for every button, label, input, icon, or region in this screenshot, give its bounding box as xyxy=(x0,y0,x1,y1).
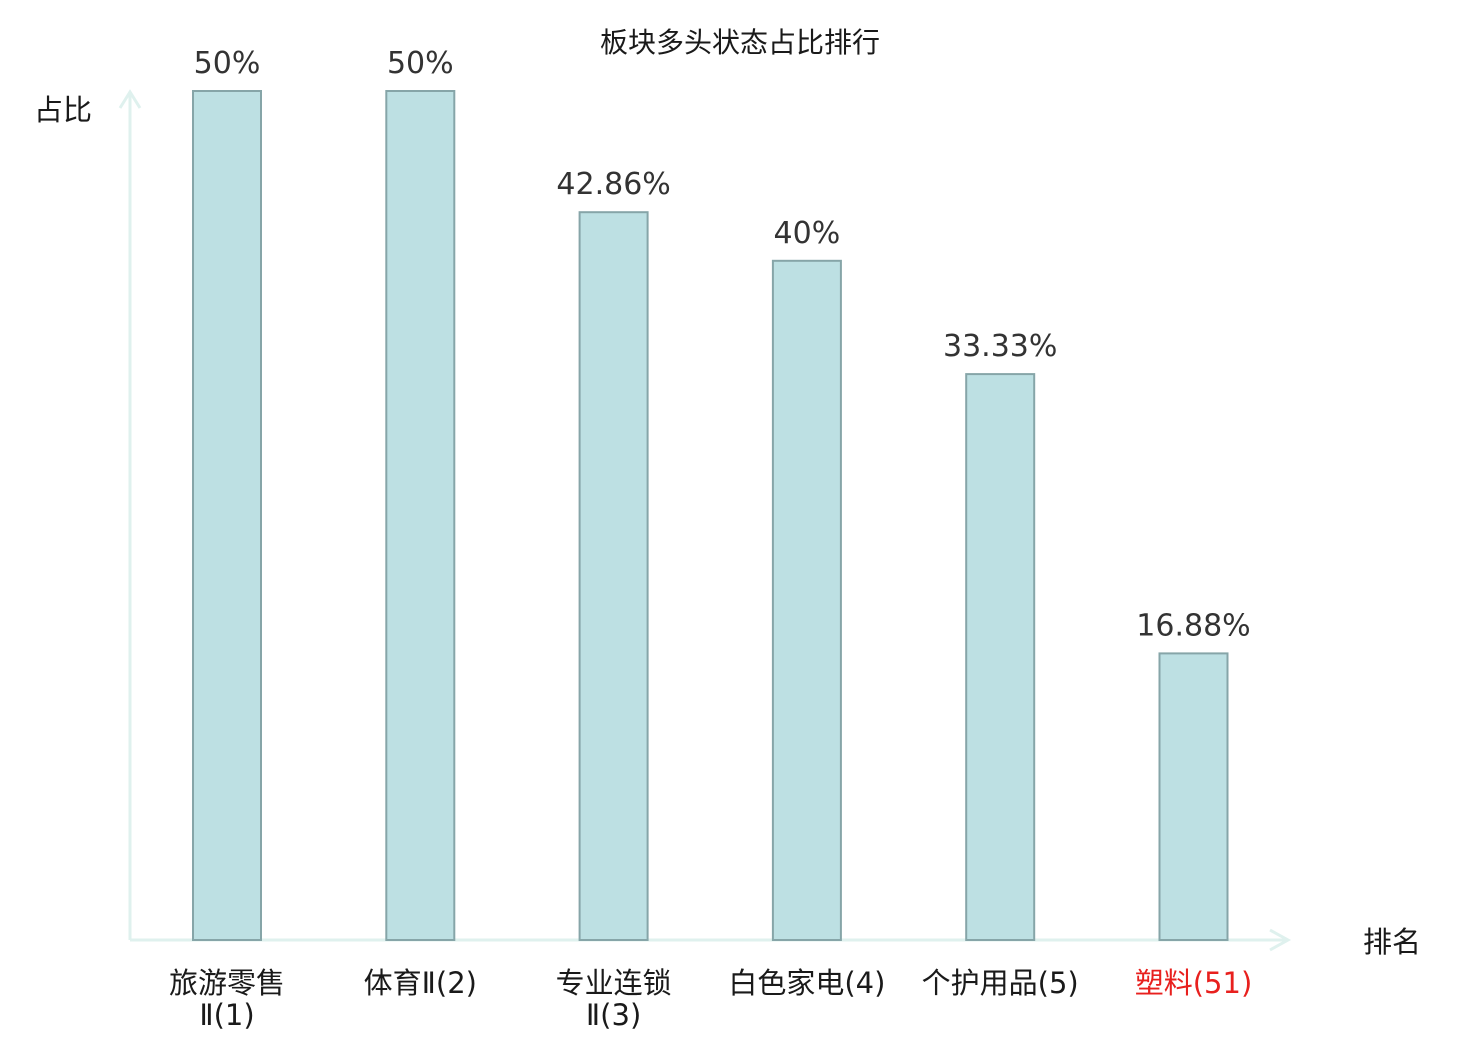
bar-value-label: 33.33% xyxy=(943,329,1057,364)
category-label: 白色家电(4) xyxy=(728,966,885,1000)
category-label: 专业连锁 xyxy=(556,966,672,1000)
category-label: 个护用品(5) xyxy=(922,966,1079,1000)
bar-value-label: 40% xyxy=(774,216,841,251)
bar xyxy=(578,211,649,941)
value-labels-group: 50% 50% 42.86% 40% 33.33% 16.88% xyxy=(194,46,1251,643)
bar xyxy=(192,90,262,941)
category-label: 旅游零售 xyxy=(169,966,285,1000)
bar-value-label: 16.88% xyxy=(1136,608,1250,643)
bar xyxy=(385,90,456,941)
category-label: 塑料(51) xyxy=(1135,966,1253,1000)
x-axis-arrow xyxy=(1269,928,1292,952)
bar xyxy=(771,259,842,941)
bar-value-label: 50% xyxy=(194,46,261,81)
bar xyxy=(965,373,1036,942)
category-label: 体育Ⅱ(2) xyxy=(364,966,477,1000)
y-axis-label: 占比 xyxy=(34,93,92,127)
bars-group xyxy=(192,90,1229,942)
x-axis xyxy=(130,928,1292,952)
x-axis-label: 排名 xyxy=(1363,925,1421,959)
y-axis xyxy=(118,89,142,940)
bar-value-label: 50% xyxy=(387,46,454,81)
category-label: Ⅱ(1) xyxy=(199,998,254,1032)
y-axis-arrow xyxy=(118,89,142,109)
bar-value-label: 42.86% xyxy=(556,167,670,202)
chart-title: 板块多头状态占比排行 xyxy=(600,26,880,59)
bar xyxy=(1158,652,1229,942)
category-label: Ⅱ(3) xyxy=(586,998,641,1032)
